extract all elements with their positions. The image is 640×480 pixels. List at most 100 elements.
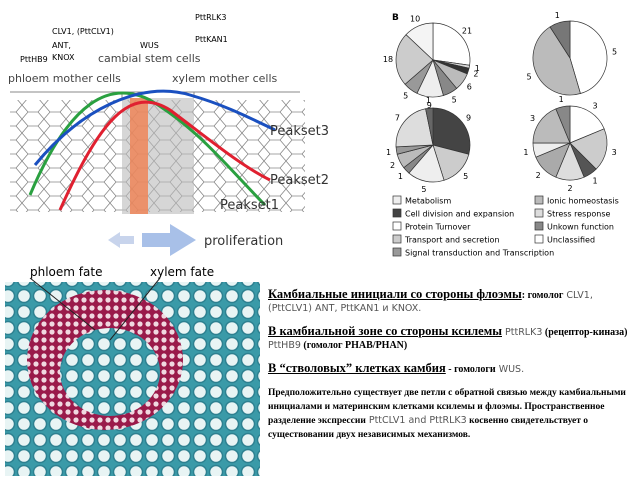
text: (гомолог PHAB/PHAN) [300,340,408,351]
gene-text: PttCLV1 and PttRLK3 [365,415,467,426]
slice-label: 3 [530,114,535,123]
legend: Metabolism Cell division and expansion Pro… [392,195,619,258]
legend-swatch [534,221,544,231]
text: (рецептор-киназа) [542,327,628,338]
pie-slice [432,22,471,66]
fate-label: phloem fate [30,265,102,279]
gene-label: PttHB9 [20,55,48,64]
proliferation-label: proliferation [204,234,283,249]
slice-label: 3 [612,148,617,157]
slice-label: 1 [398,172,403,181]
slice-label: 9 [466,113,471,122]
slice-label: 5 [403,92,408,101]
slice-label: 1 [592,176,597,185]
pie-slice [432,107,471,155]
slice-label: 1 [555,11,560,20]
text: : гомолог [521,290,564,301]
slice-label: 5 [452,96,457,105]
curve-peakset3 [33,89,276,166]
legend-label: Unkown function [547,223,614,232]
pie-slice [532,26,581,96]
gene-label: WUS [140,41,159,50]
slice-label: 1 [523,148,528,157]
pie-slice [569,105,605,144]
legend-swatch [392,234,402,244]
legend-label: Signal transduction and Transcription [405,249,554,258]
slice-label: 6 [467,83,472,92]
slice-label: 2 [473,70,478,79]
fate-label: xylem fate [150,265,214,279]
curve-peakset1 [28,91,267,207]
gene-text: CLV1, (PttCLV1) ANT, PttKAN1 и KNOX. [268,290,593,314]
pie-slice [425,107,434,146]
gene-text: WUS. [495,364,525,375]
stem-band [130,98,148,214]
arrow-right [142,224,196,256]
slice-label: 21 [462,27,472,36]
slice-label: 2 [536,171,541,180]
legend-label: Unclassified [547,236,595,245]
legend-label: Transport and secretion [404,236,500,245]
paragraph: В “стволовых” клетках камбия - гомологи … [268,362,634,376]
zone-label: cambial stem cells [98,52,201,65]
legend-label: Protein Turnover [405,223,471,232]
gene-label: PttRLK3 [195,13,226,22]
slice-label: 2 [567,184,572,193]
gene-text: PttRLK3 [502,327,543,338]
peakset-label: Peakset3 [270,124,329,139]
pie-slice [549,20,571,60]
legend-swatch [392,247,402,257]
xylem-core [60,328,160,416]
fate-pointers [29,277,161,341]
slice-label: 5 [463,172,468,181]
text: косвенно свидетельствует о существовании… [268,416,589,440]
legend-swatch [534,234,544,244]
pie-slice [569,128,608,170]
legend-swatch [534,208,544,218]
paragraph: В камбиальной зоне со стороны ксилемы Pt… [268,325,634,352]
heading: В “стволовых” клетках камбия [268,361,446,375]
text: Предположительно существует две петли с … [268,388,626,426]
slice-label: 7 [395,113,400,122]
pie-slice [532,108,571,144]
pie-slice [395,34,434,85]
slice-label: 5 [612,48,617,57]
legend-swatch [392,195,402,205]
slice-label: 1 [426,96,431,105]
zone-label: phloem mother cells [8,72,121,85]
slice-label: 5 [527,73,532,82]
slice-label: 1 [386,148,391,157]
arrow-left [108,232,134,248]
legend-label: Ionic homeostasis [547,197,619,206]
gene-label: ANT, [52,41,71,50]
paragraph: Предположительно существует две петли с … [268,386,634,442]
pie-slice [569,20,608,94]
text-block: Камбиальные инициали со стороны флоэмы: … [268,288,634,452]
curve-peakset2 [58,100,271,211]
peakset-label: Peakset2 [270,173,329,188]
legend-label: Metabolism [405,197,451,206]
slice-label: 18 [383,55,393,64]
gene-text: PttHB9 [268,340,301,351]
pie-slice [405,22,434,61]
gene-label: CLV1, (PttCLV1) [52,27,114,36]
legend-label: Cell division and expansion [405,210,514,219]
gene-label: PttKAN1 [195,35,228,44]
slice-label: 1 [559,95,564,104]
zone-label: xylem mother cells [172,72,277,85]
pie-slice [395,108,434,148]
legend-swatch [392,208,402,218]
heading: В камбиальной зоне со стороны ксилемы [268,324,502,338]
text: - гомологи [445,364,496,375]
legend-swatch [534,195,544,205]
slice-label: 1 [475,64,480,73]
heading: Камбиальные инициали со стороны флоэмы [268,287,522,301]
slice-label: 10 [410,15,420,24]
legend-label: Stress response [547,210,611,219]
peakset-label: Peakset1 [220,198,279,213]
pie-slice [555,105,571,144]
paragraph: Камбиальные инициали со стороны флоэмы: … [268,288,634,315]
